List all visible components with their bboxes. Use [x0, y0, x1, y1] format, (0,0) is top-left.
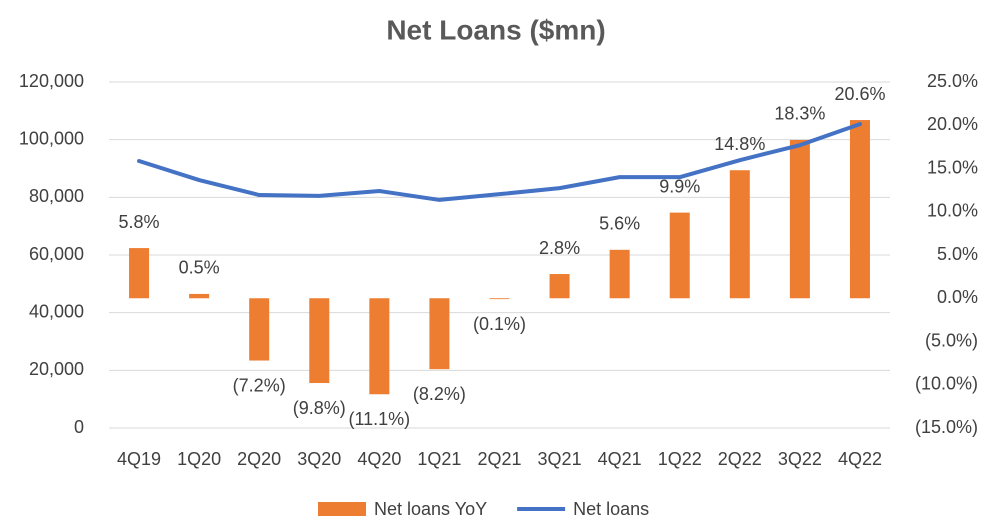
bar — [669, 212, 690, 299]
y-tick-label: 80,000 — [29, 186, 84, 206]
y-tick-label: 120,000 — [19, 71, 84, 91]
data-label: (8.2%) — [413, 384, 466, 404]
bar — [609, 249, 630, 299]
y2-tick-label: 20.0% — [927, 114, 978, 134]
x-tick-label: 4Q22 — [838, 449, 882, 469]
data-label: 5.6% — [599, 214, 640, 234]
x-tick-label: 4Q20 — [357, 449, 401, 469]
bar — [249, 298, 270, 361]
bar — [849, 120, 870, 299]
x-tick-label: 3Q22 — [778, 449, 822, 469]
x-tick-label: 2Q21 — [477, 449, 521, 469]
legend-swatch — [318, 502, 366, 516]
x-tick-label: 1Q22 — [658, 449, 702, 469]
bar — [729, 170, 750, 299]
x-tick-label: 4Q21 — [598, 449, 642, 469]
y2-tick-label: 25.0% — [927, 71, 978, 91]
legend-label: Net loans YoY — [374, 499, 487, 519]
x-tick-label: 2Q20 — [237, 449, 281, 469]
x-tick-label: 2Q22 — [718, 449, 762, 469]
bar — [189, 293, 210, 299]
y2-tick-label: (15.0%) — [915, 417, 978, 437]
y2-tick-label: 5.0% — [937, 244, 978, 264]
y-tick-label: 0 — [74, 417, 84, 437]
y-tick-label: 60,000 — [29, 244, 84, 264]
data-label: 2.8% — [539, 238, 580, 258]
y-tick-label: 100,000 — [19, 128, 84, 148]
y2-tick-label: 0.0% — [937, 287, 978, 307]
data-label: (11.1%) — [348, 409, 410, 429]
data-label: 14.8% — [714, 134, 765, 154]
data-label: 9.9% — [659, 176, 700, 196]
data-label: 5.8% — [119, 212, 160, 232]
x-tick-label: 1Q21 — [417, 449, 461, 469]
data-label: 0.5% — [179, 258, 220, 278]
y2-tick-label: 15.0% — [927, 157, 978, 177]
bar — [429, 298, 450, 370]
x-tick-label: 1Q20 — [177, 449, 221, 469]
data-label: 20.6% — [834, 84, 885, 104]
bar — [309, 298, 330, 384]
bar — [129, 248, 150, 299]
bar — [789, 139, 810, 299]
y2-tick-label: 10.0% — [927, 201, 978, 221]
line — [137, 122, 862, 202]
legend-label: Net loans — [573, 499, 649, 519]
chart-title: Net Loans ($mn) — [386, 14, 605, 45]
x-tick-label: 4Q19 — [117, 449, 161, 469]
bar — [489, 298, 510, 300]
data-label: (9.8%) — [293, 398, 346, 418]
data-label: 18.3% — [774, 104, 825, 124]
y-tick-label: 40,000 — [29, 301, 84, 321]
y2-tick-label: (10.0%) — [915, 374, 978, 394]
bar — [369, 298, 390, 395]
bar — [549, 274, 570, 299]
y2-tick-label: (5.0%) — [925, 330, 978, 350]
data-label: (7.2%) — [233, 375, 286, 395]
x-tick-label: 3Q21 — [538, 449, 582, 469]
data-label: (0.1%) — [473, 314, 526, 334]
y-tick-label: 20,000 — [29, 359, 84, 379]
x-tick-label: 3Q20 — [297, 449, 341, 469]
